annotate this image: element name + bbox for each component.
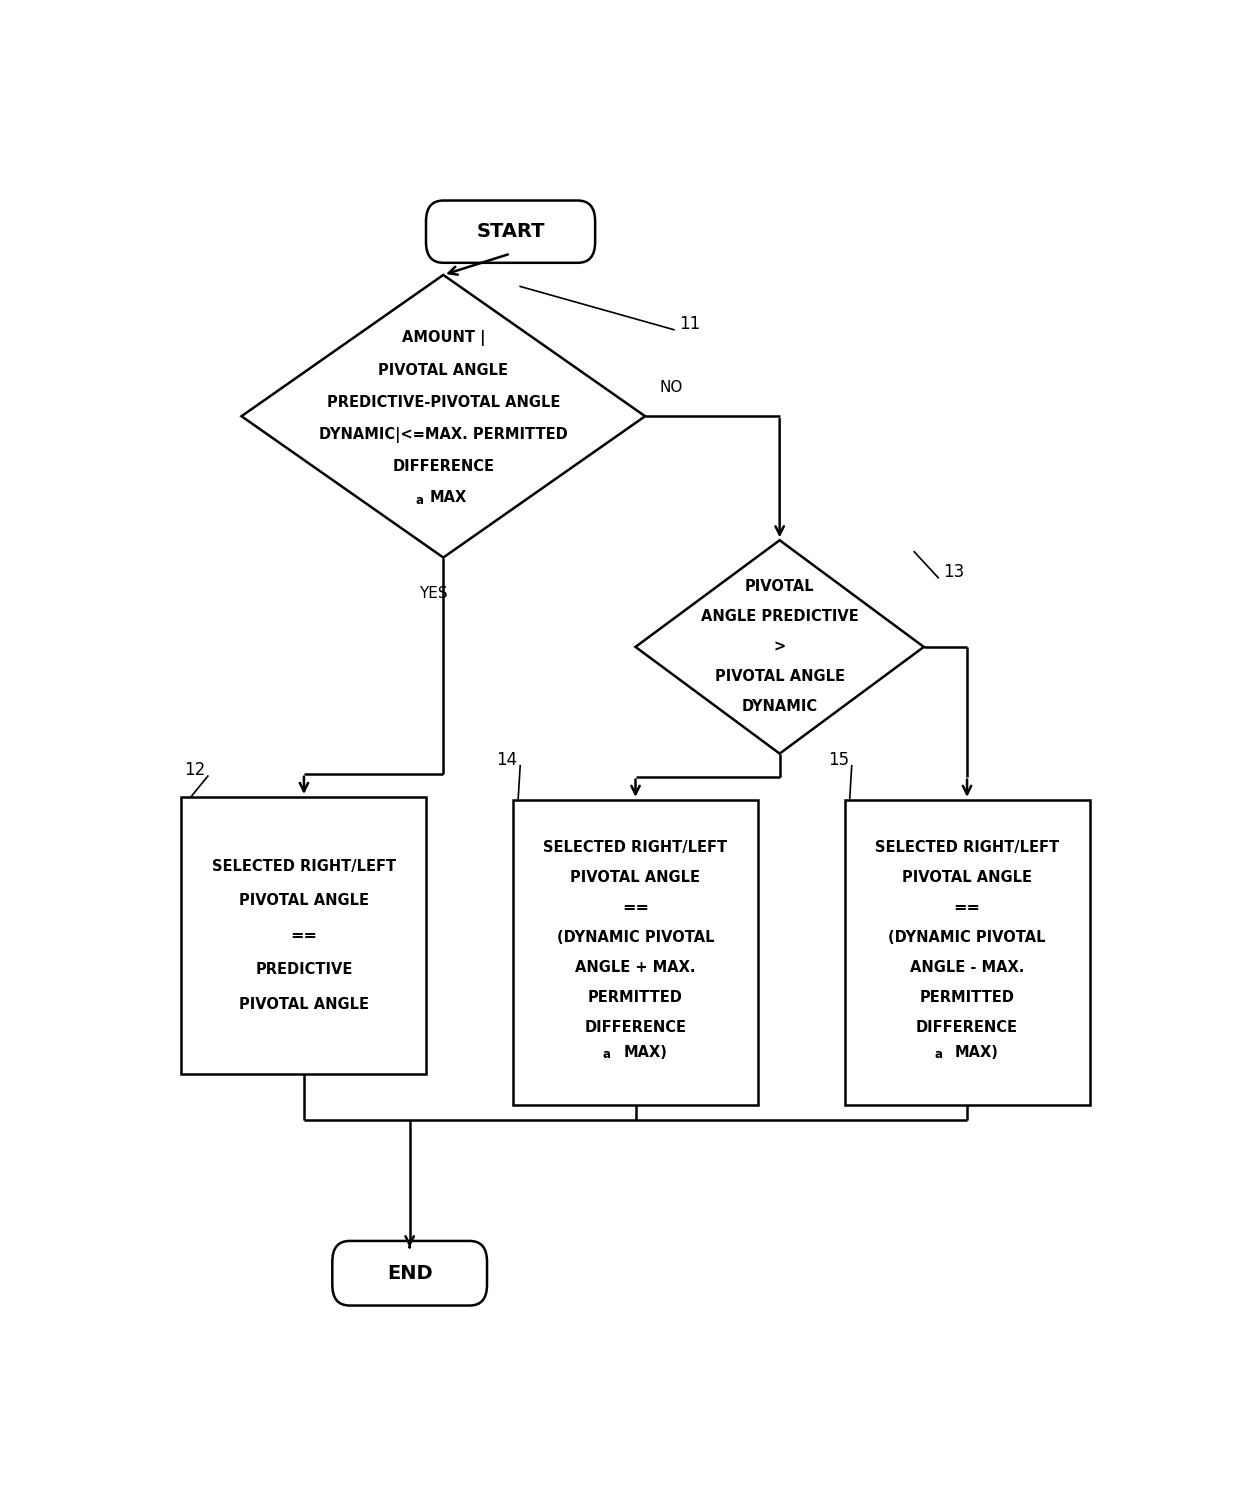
Text: DYNAMIC: DYNAMIC (742, 700, 817, 715)
Text: 14: 14 (496, 750, 517, 768)
Text: ANGLE - MAX.: ANGLE - MAX. (910, 960, 1024, 975)
Text: a: a (603, 1049, 610, 1061)
Text: YES: YES (419, 586, 448, 601)
Text: a: a (415, 493, 423, 506)
Text: DIFFERENCE: DIFFERENCE (392, 460, 495, 475)
Text: PREDICTIVE-PIVOTAL ANGLE: PREDICTIVE-PIVOTAL ANGLE (326, 395, 560, 410)
Text: PIVOTAL ANGLE: PIVOTAL ANGLE (570, 870, 701, 885)
Text: DIFFERENCE: DIFFERENCE (916, 1020, 1018, 1035)
Bar (844, 800, 1090, 1106)
Text: ==: == (954, 900, 981, 915)
Text: 15: 15 (828, 750, 849, 768)
Text: AMOUNT |: AMOUNT | (402, 330, 485, 346)
Text: DIFFERENCE: DIFFERENCE (584, 1020, 687, 1035)
Text: END: END (387, 1264, 433, 1282)
Text: MAX): MAX) (624, 1046, 667, 1061)
Text: (DYNAMIC PIVOTAL: (DYNAMIC PIVOTAL (557, 930, 714, 945)
Text: >: > (774, 640, 786, 655)
Text: ==: == (290, 927, 317, 942)
Text: PERMITTED: PERMITTED (920, 990, 1014, 1005)
Polygon shape (242, 276, 645, 557)
Text: ANGLE + MAX.: ANGLE + MAX. (575, 960, 696, 975)
Text: 13: 13 (942, 563, 965, 581)
Text: SELECTED RIGHT/LEFT: SELECTED RIGHT/LEFT (875, 840, 1059, 855)
Text: PIVOTAL ANGLE: PIVOTAL ANGLE (714, 670, 844, 685)
Text: PIVOTAL ANGLE: PIVOTAL ANGLE (378, 363, 508, 377)
Text: PIVOTAL ANGLE: PIVOTAL ANGLE (901, 870, 1032, 885)
Text: (DYNAMIC PIVOTAL: (DYNAMIC PIVOTAL (888, 930, 1045, 945)
Text: PIVOTAL ANGLE: PIVOTAL ANGLE (239, 998, 370, 1013)
Bar (181, 797, 427, 1074)
Text: SELECTED RIGHT/LEFT: SELECTED RIGHT/LEFT (212, 858, 396, 873)
Bar (513, 800, 758, 1106)
Text: DYNAMIC|<=MAX. PERMITTED: DYNAMIC|<=MAX. PERMITTED (319, 427, 568, 443)
Text: SELECTED RIGHT/LEFT: SELECTED RIGHT/LEFT (543, 840, 728, 855)
Text: START: START (476, 222, 544, 241)
Text: 11: 11 (678, 315, 701, 333)
Text: PERMITTED: PERMITTED (588, 990, 683, 1005)
Text: PIVOTAL: PIVOTAL (745, 580, 815, 595)
Polygon shape (635, 541, 924, 753)
Text: PIVOTAL ANGLE: PIVOTAL ANGLE (239, 893, 370, 908)
Text: MAX): MAX) (955, 1046, 998, 1061)
FancyBboxPatch shape (427, 201, 595, 262)
Text: PREDICTIVE: PREDICTIVE (255, 962, 352, 977)
Text: NO: NO (660, 380, 683, 395)
Text: ANGLE PREDICTIVE: ANGLE PREDICTIVE (701, 610, 858, 625)
Text: a: a (934, 1049, 942, 1061)
Text: 12: 12 (184, 761, 205, 779)
FancyBboxPatch shape (332, 1240, 487, 1306)
Text: MAX: MAX (429, 490, 466, 505)
Text: ==: == (622, 900, 649, 915)
